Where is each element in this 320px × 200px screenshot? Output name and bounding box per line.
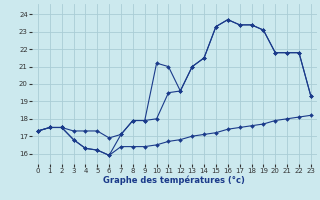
X-axis label: Graphe des températures (°c): Graphe des températures (°c) <box>103 176 245 185</box>
